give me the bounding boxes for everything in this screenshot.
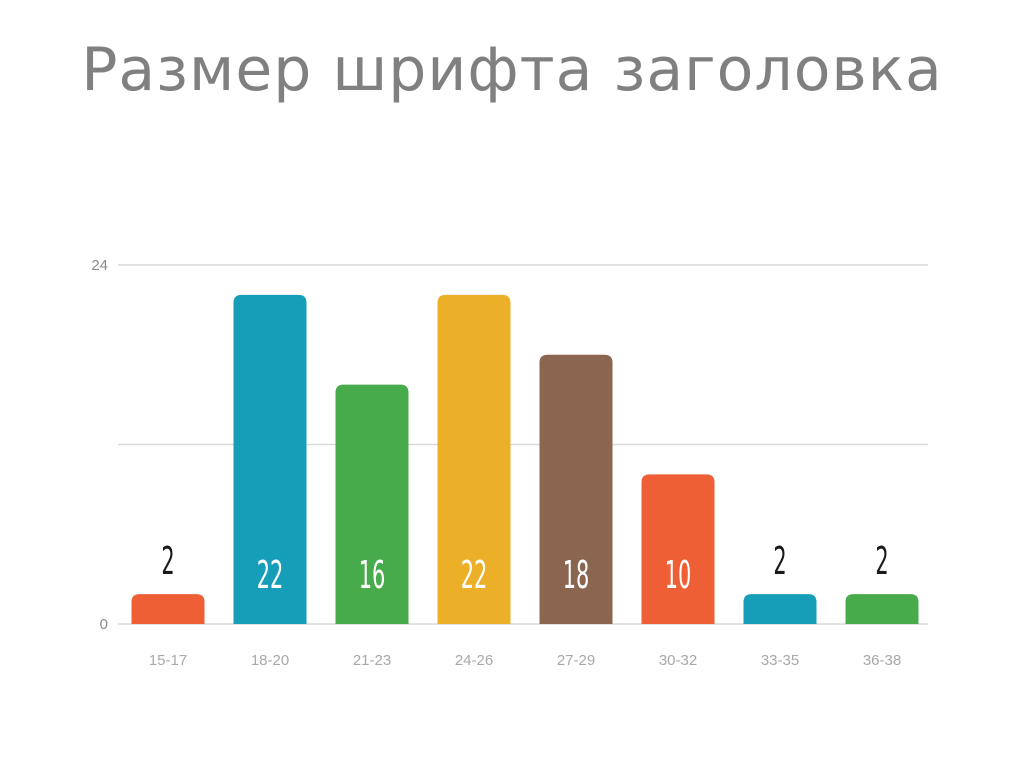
y-tick-label: 0	[100, 616, 108, 633]
value-label-15-17: 2	[161, 541, 174, 584]
x-tick-label-21-23: 21-23	[353, 652, 391, 669]
x-tick-label-30-32: 30-32	[659, 652, 697, 669]
bar-18-20	[233, 294, 307, 624]
chart-title: Размер шрифта заголовка	[81, 35, 943, 105]
bar-24-26	[437, 294, 511, 624]
value-label-18-20: 22	[257, 555, 284, 598]
bars	[131, 294, 919, 624]
y-tick-label: 24	[91, 257, 108, 274]
x-tick-label-36-38: 36-38	[863, 652, 901, 669]
value-label-24-26: 22	[461, 555, 488, 598]
bar-36-38	[845, 594, 919, 624]
x-tick-label-24-26: 24-26	[455, 652, 493, 669]
bar-21-23	[335, 384, 409, 624]
x-tick-label-18-20: 18-20	[251, 652, 289, 669]
bar-15-17	[131, 594, 205, 624]
value-label-27-29: 18	[563, 555, 590, 598]
x-tick-label-27-29: 27-29	[557, 652, 595, 669]
value-labels: 2 22 16 22 18 10 2 2	[161, 541, 888, 598]
value-label-21-23: 16	[359, 555, 386, 598]
bar-30-32	[641, 474, 715, 624]
bar-27-29	[539, 354, 613, 624]
value-label-33-35: 2	[773, 541, 786, 584]
value-label-30-32: 10	[665, 555, 692, 598]
y-axis-ticks: 0 24	[91, 257, 108, 633]
x-tick-label-15-17: 15-17	[149, 652, 187, 669]
x-tick-label-33-35: 33-35	[761, 652, 799, 669]
x-axis-ticks: 15-17 18-20 21-23 24-26 27-29 30-32 33-35 36-38	[149, 652, 901, 669]
bar-33-35	[743, 594, 817, 624]
value-label-36-38: 2	[875, 541, 888, 584]
